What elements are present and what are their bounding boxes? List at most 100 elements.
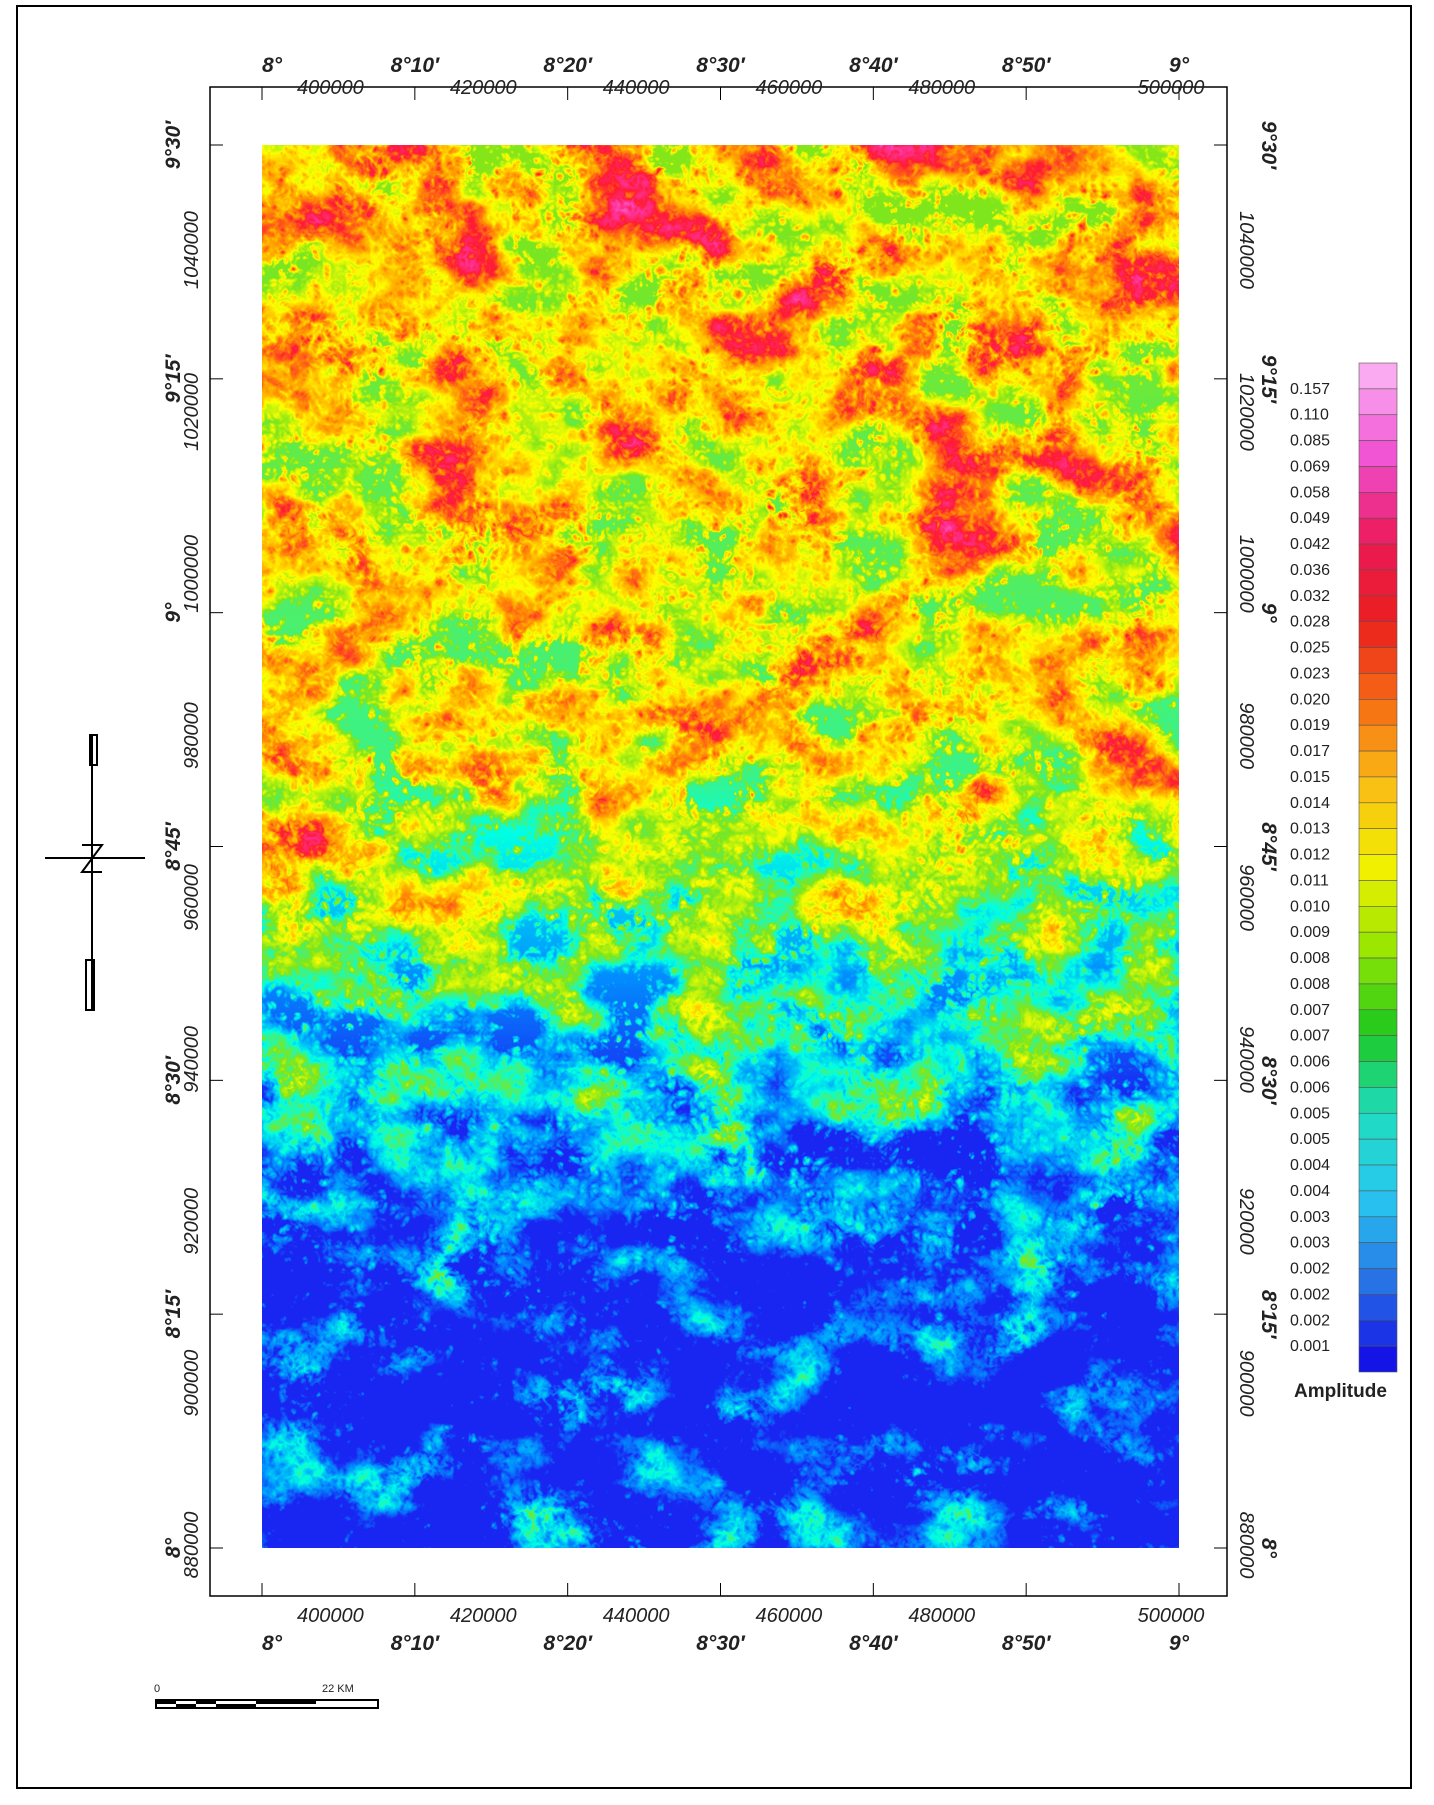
colorbar-label: 0.011 bbox=[1290, 872, 1329, 889]
colorbar-swatch bbox=[1358, 1061, 1398, 1088]
northing-label: 1020000 bbox=[1235, 373, 1257, 451]
colorbar-swatch bbox=[1358, 621, 1398, 648]
northing-label: 1040000 bbox=[181, 211, 203, 289]
latitude-label: 9°15′ bbox=[162, 354, 185, 403]
northing-label: 920000 bbox=[181, 1188, 203, 1255]
longitude-label: 8°10′ bbox=[391, 1632, 440, 1655]
northing-label: 960000 bbox=[1235, 864, 1257, 931]
colorbar-label: 0.009 bbox=[1290, 924, 1330, 941]
northing-label: 1000000 bbox=[1235, 535, 1257, 613]
longitude-label: 8°50′ bbox=[1002, 54, 1051, 77]
colorbar-label: 0.002 bbox=[1290, 1312, 1330, 1329]
colorbar-label: 0.008 bbox=[1290, 950, 1330, 967]
latitude-label: 8° bbox=[1257, 1538, 1280, 1559]
colorbar-swatch bbox=[1358, 440, 1398, 467]
colorbar-label: 0.006 bbox=[1290, 1054, 1330, 1071]
colorbar-label: 0.005 bbox=[1290, 1105, 1330, 1122]
latitude-label: 8°30′ bbox=[162, 1055, 185, 1104]
colorbar-swatch bbox=[1358, 1345, 1398, 1373]
longitude-label: 8° bbox=[262, 1632, 283, 1655]
colorbar-label: 0.025 bbox=[1290, 640, 1330, 657]
latitude-label: 8°45′ bbox=[162, 821, 185, 870]
easting-label: 420000 bbox=[450, 77, 517, 99]
colorbar-label: 0.004 bbox=[1290, 1183, 1330, 1200]
colorbar-label: 0.013 bbox=[1290, 821, 1330, 838]
latitude-label: 8°30′ bbox=[1257, 1056, 1280, 1105]
colorbar-label: 0.014 bbox=[1290, 795, 1330, 812]
colorbar-label: 0.012 bbox=[1290, 847, 1330, 864]
northing-label: 900000 bbox=[181, 1350, 203, 1417]
longitude-label: 8°30′ bbox=[696, 1632, 745, 1655]
colorbar-label: 0.015 bbox=[1290, 769, 1330, 786]
colorbar-label: 0.032 bbox=[1290, 588, 1330, 605]
colorbar-swatch bbox=[1358, 673, 1398, 700]
easting-label: 460000 bbox=[756, 1605, 823, 1627]
colorbar-label: 0.042 bbox=[1290, 536, 1330, 553]
colorbar-label: 0.002 bbox=[1290, 1261, 1330, 1278]
colorbar-swatch bbox=[1358, 699, 1398, 726]
colorbar-label: 0.008 bbox=[1290, 976, 1330, 993]
colorbar-swatch bbox=[1358, 1294, 1398, 1321]
latitude-label: 9°30′ bbox=[1257, 121, 1280, 170]
longitude-label: 8°40′ bbox=[849, 1632, 898, 1655]
northing-label: 980000 bbox=[181, 702, 203, 769]
colorbar-swatch bbox=[1358, 983, 1398, 1011]
colorbar-swatch bbox=[1358, 776, 1398, 804]
colorbar-swatch bbox=[1358, 750, 1398, 778]
longitude-label: 9° bbox=[1169, 54, 1190, 77]
easting-label: 480000 bbox=[908, 1605, 975, 1627]
outer-frame bbox=[16, 5, 1412, 1789]
latitude-label: 8°15′ bbox=[1257, 1290, 1280, 1339]
colorbar-label: 0.006 bbox=[1290, 1079, 1330, 1096]
colorbar-title: Amplitude bbox=[1294, 1381, 1387, 1402]
northing-label: 920000 bbox=[1235, 1188, 1257, 1255]
latitude-label: 9°15′ bbox=[1257, 355, 1280, 404]
north-arrow bbox=[45, 734, 145, 1011]
colorbar-label: 0.004 bbox=[1290, 1157, 1330, 1174]
colorbar-swatch bbox=[1358, 595, 1398, 623]
easting-label: 400000 bbox=[297, 1605, 364, 1627]
colorbar-label: 0.002 bbox=[1290, 1286, 1330, 1303]
colorbar-swatch bbox=[1358, 1087, 1398, 1114]
colorbar-label: 0.085 bbox=[1290, 433, 1330, 450]
colorbar-label: 0.003 bbox=[1290, 1235, 1330, 1252]
longitude-label: 8°20′ bbox=[543, 1632, 592, 1655]
colorbar-swatch bbox=[1358, 1242, 1398, 1269]
colorbar-label: 0.049 bbox=[1290, 510, 1330, 527]
easting-label: 400000 bbox=[297, 77, 364, 99]
easting-label: 500000 bbox=[1138, 1605, 1205, 1627]
longitude-label: 8°30′ bbox=[696, 54, 745, 77]
colorbar-swatch bbox=[1358, 931, 1398, 959]
northing-label: 940000 bbox=[181, 1026, 203, 1093]
colorbar-label: 0.036 bbox=[1290, 562, 1330, 579]
colorbar-swatch bbox=[1358, 466, 1398, 493]
colorbar-swatch bbox=[1358, 854, 1398, 881]
easting-label: 460000 bbox=[756, 77, 823, 99]
colorbar-label: 0.007 bbox=[1290, 1028, 1330, 1045]
amplitude-grid bbox=[262, 145, 1179, 1548]
colorbar-label: 0.007 bbox=[1290, 1002, 1330, 1019]
colorbar-swatch bbox=[1358, 906, 1398, 933]
colorbar-swatch bbox=[1358, 388, 1398, 416]
colorbar-swatch bbox=[1358, 647, 1398, 674]
colorbar-swatch bbox=[1358, 1138, 1398, 1166]
colorbar-swatch bbox=[1358, 880, 1398, 907]
colorbar-swatch bbox=[1358, 957, 1398, 985]
easting-label: 420000 bbox=[450, 1605, 517, 1627]
easting-label: 440000 bbox=[603, 77, 670, 99]
colorbar-label: 0.019 bbox=[1290, 717, 1330, 734]
colorbar-label: 0.003 bbox=[1290, 1209, 1330, 1226]
colorbar-label: 0.110 bbox=[1290, 407, 1329, 424]
colorbar-swatch bbox=[1358, 724, 1398, 752]
colorbar-swatch bbox=[1358, 1164, 1398, 1192]
latitude-label: 8° bbox=[162, 1537, 185, 1558]
scale-start: 0 bbox=[154, 1683, 160, 1695]
longitude-label: 8°10′ bbox=[391, 54, 440, 77]
northing-label: 1000000 bbox=[181, 535, 203, 613]
colorbar-label: 0.028 bbox=[1290, 614, 1330, 631]
northing-label: 980000 bbox=[1235, 702, 1257, 769]
colorbar-swatch bbox=[1358, 802, 1398, 829]
northing-label: 960000 bbox=[181, 864, 203, 931]
scale-bar: 0 22 KM bbox=[154, 1683, 379, 1709]
colorbar-label: 0.023 bbox=[1290, 665, 1330, 682]
